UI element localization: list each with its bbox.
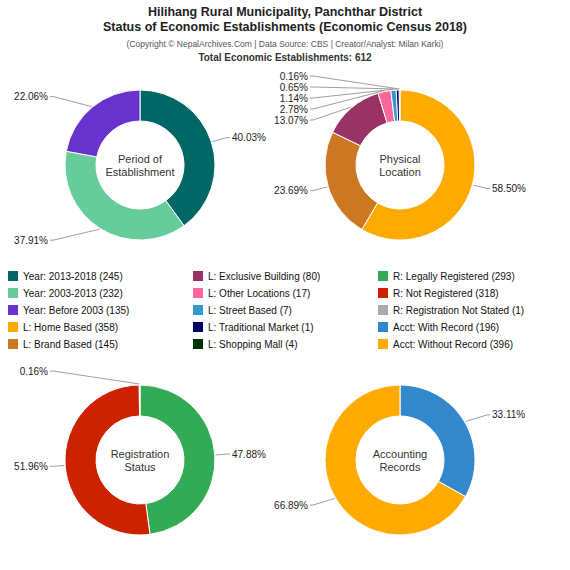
leader-line [310,87,398,89]
title-line: Hilihang Rural Municipality, Panchthar D… [148,5,423,19]
leader-line [50,97,91,107]
data-label: 0.65% [280,82,308,93]
leader-line [310,107,351,120]
leader-line [310,89,393,98]
pie-center-label-line: Status [124,461,156,473]
leader-line [50,465,64,467]
legend-entry: Acct: With Record (196) [393,322,499,333]
legend-entry: Year: Before 2003 (135) [23,305,129,316]
pie-slice [396,90,399,121]
leader-line [216,454,230,456]
legend-entry: L: Exclusive Building (80) [208,271,320,282]
data-label: 37.91% [14,235,48,246]
data-label: 22.06% [14,91,48,102]
data-label: 2.78% [280,104,308,115]
annotation: Total Economic Establishments: 612 [198,52,372,63]
legend-entry: L: Home Based (358) [23,322,118,333]
legend-entry: L: Other Locations (17) [208,288,310,299]
legend-swatch [8,288,18,298]
legend-entry: Year: 2003-2013 (232) [23,288,123,299]
pie-center-label: PhysicalLocation [379,153,421,178]
leader-line [473,185,490,188]
legend: Year: 2013-2018 (245) Year: 2003-2013 (23… [8,271,524,350]
leader-line [310,76,400,89]
data-label: 40.03% [232,132,266,143]
pie-slice [65,151,184,240]
legend-entry: R: Legally Registered (293) [393,271,515,282]
legend-swatch [193,339,203,349]
data-label: 58.50% [492,183,526,194]
pie-center-label-line: Establishment [105,166,174,178]
legend-entry: R: Registration Not Stated (1) [393,305,524,316]
pie-center-label-line: Accounting [373,448,427,460]
pie-center-label: AccountingRecords [373,448,427,473]
pie-slice [325,385,465,535]
pie-center-label-line: Registration [111,448,170,460]
data-label: 51.96% [14,461,48,472]
data-label: 66.89% [274,500,308,511]
pie-center-label: RegistrationStatus [111,448,170,473]
pie-slice [325,132,378,229]
pie-chart: RegistrationStatus 0.16% 51.96% 47.88% [14,366,266,535]
legend-entry: L: Traditional Market (1) [208,322,314,333]
legend-entry: Acct: Without Record (396) [393,339,513,350]
legend-swatch [8,339,18,349]
pie-slice [399,90,401,121]
pie-center-label-line: Location [379,166,421,178]
legend-swatch [378,271,388,281]
leader-line [310,187,327,191]
subtitle: (Copyright © NepalArchives.Com | Data So… [127,39,444,49]
legend-swatch [193,305,203,315]
data-label: 23.69% [274,185,308,196]
pie-chart: AccountingRecords 66.89% 33.11% [274,385,525,535]
legend-entry: L: Brand Based (145) [23,339,118,350]
leader-line [50,229,99,240]
legend-swatch [193,322,203,332]
title-line: Status of Economic Establishments (Econo… [103,20,467,34]
legend-swatch [378,305,388,315]
data-label: 0.16% [20,366,48,377]
leader-line [50,371,140,384]
pie-center-label-line: Period of [118,153,163,165]
data-label: 1.14% [280,93,308,104]
pie-center-label-line: Physical [380,153,421,165]
pie-center-label-line: Records [380,461,421,473]
pie-slice [400,385,475,497]
legend-swatch [8,305,18,315]
legend-swatch [378,322,388,332]
title: Hilihang Rural Municipality, Panchthar D… [103,5,467,34]
pie-slice [139,385,141,416]
data-label: 0.16% [280,71,308,82]
data-label: 13.07% [274,115,308,126]
legend-swatch [193,271,203,281]
pie-chart: PhysicalLocation 0.16%0.65%1.14%2.78%13.0… [274,71,526,240]
data-label: 47.88% [232,449,266,460]
pie-slice [66,90,140,157]
pie-center-label: Period ofEstablishment [105,153,174,178]
background [0,0,570,570]
legend-swatch [8,271,18,281]
legend-entry: R: Not Registered (318) [393,288,499,299]
leader-line [466,415,490,422]
data-label: 33.11% [492,409,525,420]
pie-slice [333,93,388,145]
leader-line [310,498,334,505]
leader-line [212,138,230,142]
legend-entry: L: Street Based (7) [208,305,292,316]
legend-entry: L: Shopping Mall (4) [208,339,298,350]
chart-root: Hilihang Rural Municipality, Panchthar D… [0,0,570,570]
legend-swatch [378,339,388,349]
legend-swatch [378,288,388,298]
leader-line [310,91,384,109]
pie-chart: Period ofEstablishment 22.06% 37.91% 40.03% [14,90,266,246]
legend-swatch [193,288,203,298]
legend-swatch [8,322,18,332]
legend-entry: Year: 2013-2018 (245) [23,271,123,282]
